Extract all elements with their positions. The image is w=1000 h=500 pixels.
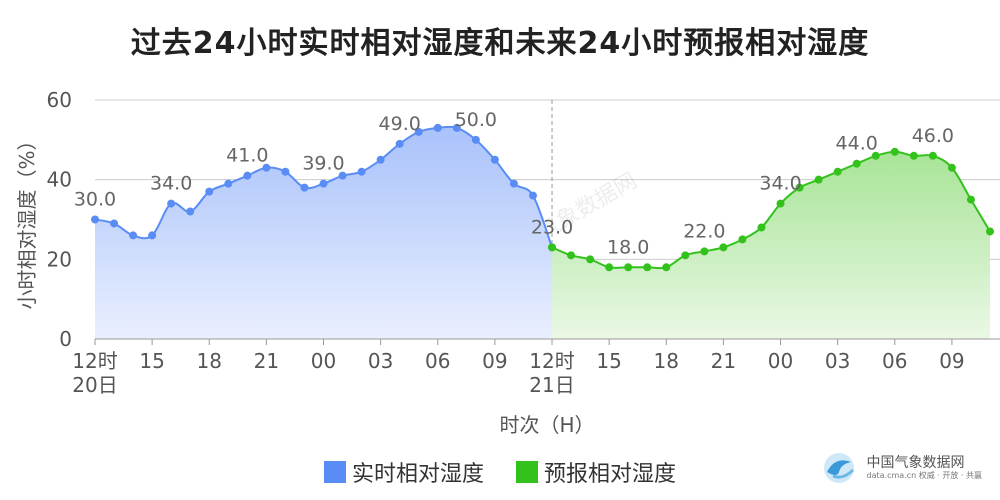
- data-point: [719, 243, 728, 252]
- data-point: [738, 235, 747, 244]
- data-label: 23.0: [531, 216, 573, 238]
- data-point: [110, 219, 119, 228]
- data-point: [871, 151, 880, 160]
- x-tick-label: 15: [139, 349, 164, 373]
- humidity-chart: 中国气象数据网 30.034.041.0 39.049.0 50.023.018.0…: [15, 88, 1000, 437]
- legend-swatch: [516, 461, 538, 483]
- data-label: 30.0: [74, 189, 116, 211]
- series-area-0: [95, 126, 553, 339]
- data-point: [471, 135, 480, 144]
- data-label: 39.0: [302, 153, 344, 175]
- data-point: [205, 187, 214, 196]
- logo-url: data.cma.cn 权威 · 开放 · 共赢: [866, 471, 982, 481]
- legend-label: 实时相对湿度: [351, 462, 484, 487]
- legend-swatch: [323, 461, 346, 483]
- data-point: [148, 231, 157, 240]
- data-point: [586, 255, 595, 264]
- x-tick-label: 00: [311, 349, 336, 373]
- data-point: [662, 263, 671, 272]
- data-point: [833, 167, 842, 176]
- data-point: [852, 159, 861, 168]
- data-label: 44.0: [836, 133, 878, 155]
- x-tick-sublabel: 21日: [529, 373, 574, 397]
- data-point: [947, 163, 956, 172]
- x-tick-label: 03: [825, 349, 850, 373]
- x-tick-label: 21: [254, 349, 279, 373]
- data-point: [681, 251, 690, 260]
- data-point: [376, 155, 385, 164]
- x-tick-label: 00: [768, 349, 793, 373]
- logo-name: 中国气象数据网: [866, 455, 965, 472]
- data-label: 46.0: [912, 125, 954, 147]
- x-tick-label: 18: [654, 349, 679, 373]
- legend-item-1: 预报相对湿度: [516, 456, 676, 488]
- data-label: 41.0: [226, 145, 268, 167]
- x-tick-label: 09: [482, 349, 507, 373]
- data-point: [452, 123, 461, 132]
- data-point: [795, 183, 804, 192]
- data-label: 18.0: [607, 236, 649, 258]
- data-label: 22.0: [683, 220, 725, 242]
- data-point: [909, 151, 918, 160]
- cma-logo-icon: [823, 453, 854, 483]
- data-point: [776, 199, 785, 208]
- data-point: [757, 223, 766, 232]
- x-tick-label: 09: [939, 349, 964, 373]
- y-tick-label: 40: [47, 168, 72, 192]
- data-point: [814, 175, 823, 184]
- data-point: [395, 139, 404, 148]
- data-label: 34.0: [759, 173, 801, 195]
- data-point: [966, 195, 975, 204]
- data-point: [605, 263, 614, 272]
- legend-label: 预报相对湿度: [544, 462, 677, 487]
- data-point: [167, 199, 176, 208]
- data-point: [890, 147, 899, 156]
- data-point: [528, 191, 537, 200]
- data-point: [224, 179, 233, 188]
- y-tick-label: 60: [47, 88, 72, 112]
- x-tick-label: 18: [197, 349, 222, 373]
- data-point: [509, 179, 518, 188]
- data-point: [243, 171, 252, 180]
- x-tick-label: 21: [711, 349, 736, 373]
- y-tick-label: 0: [59, 327, 72, 351]
- x-axis-title: 时次（H）: [499, 413, 594, 437]
- data-point: [281, 167, 290, 176]
- data-point: [414, 127, 423, 136]
- data-point: [300, 183, 309, 192]
- data-point: [643, 263, 652, 272]
- data-point: [433, 123, 442, 132]
- data-point: [357, 167, 366, 176]
- y-axis-title: 小时相对湿度（%）: [15, 130, 39, 309]
- data-point: [624, 263, 633, 272]
- data-point: [262, 163, 271, 172]
- data-point: [186, 207, 195, 216]
- legend-item-0: 实时相对湿度: [323, 456, 484, 488]
- series-area-1: [552, 151, 990, 339]
- x-tick-label: 03: [368, 349, 393, 373]
- x-tick-sublabel: 20日: [72, 373, 117, 397]
- data-point: [129, 231, 138, 240]
- data-point: [986, 227, 994, 236]
- data-point: [490, 155, 499, 164]
- legend: 实时相对湿度 预报相对湿度: [0, 456, 1000, 488]
- data-label: 50.0: [455, 109, 497, 131]
- data-point: [338, 171, 347, 180]
- data-point: [319, 179, 328, 188]
- x-tick-label: 12时: [529, 349, 574, 373]
- data-point: [928, 151, 937, 160]
- data-point: [700, 247, 709, 256]
- chart-title: 过去24小时实时相对湿度和未来24小时预报相对湿度: [130, 26, 870, 61]
- logo: 中国气象数据网 data.cma.cn 权威 · 开放 · 共赢: [819, 450, 982, 486]
- x-tick-label: 12时: [72, 349, 117, 373]
- data-label: 49.0: [379, 113, 421, 135]
- x-tick-label: 15: [596, 349, 621, 373]
- data-point: [548, 243, 557, 252]
- x-tick-label: 06: [882, 349, 907, 373]
- y-tick-label: 20: [47, 247, 72, 271]
- data-point: [567, 251, 576, 260]
- data-label: 34.0: [150, 173, 192, 195]
- data-point: [91, 215, 99, 224]
- x-tick-label: 06: [425, 349, 450, 373]
